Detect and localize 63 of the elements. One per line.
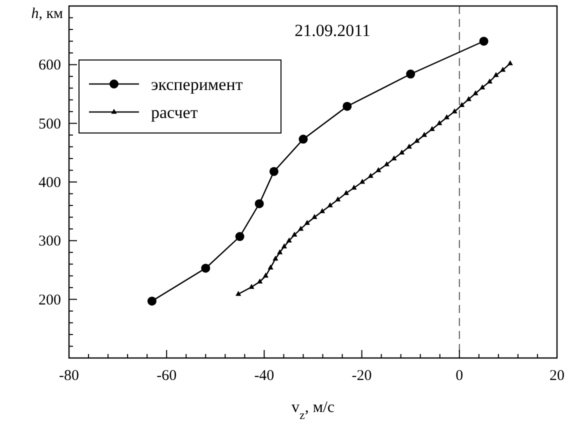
- point: [421, 132, 428, 137]
- y-tick-label: 200: [38, 292, 61, 308]
- point: [343, 190, 349, 195]
- y-tick-label: 300: [38, 234, 61, 250]
- point: [479, 36, 488, 46]
- point: [414, 138, 420, 143]
- point: [312, 214, 318, 219]
- point: [391, 155, 397, 160]
- point: [359, 178, 366, 184]
- point: [399, 149, 405, 154]
- point: [493, 72, 499, 78]
- text: 21.09.2011: [294, 21, 370, 40]
- point: [376, 167, 382, 172]
- point: [248, 284, 254, 289]
- x-tick-label: -60: [156, 368, 177, 384]
- point: [201, 264, 210, 273]
- point: [269, 166, 278, 176]
- point: [335, 196, 341, 202]
- y-tick-label: 500: [38, 116, 61, 132]
- point: [351, 184, 357, 190]
- point: [480, 84, 486, 90]
- point: [277, 249, 283, 254]
- y-axis-title: h, км: [31, 6, 64, 22]
- point: [406, 144, 412, 149]
- x-axis-title: v$_{z}$, м/с: [292, 399, 334, 422]
- point: [466, 96, 472, 102]
- point: [304, 220, 310, 225]
- point: [298, 226, 304, 231]
- point: [406, 70, 416, 79]
- point: [268, 264, 274, 270]
- point: [486, 78, 492, 84]
- x-tick-label: -40: [254, 368, 274, 384]
- x-tick-label: -20: [352, 368, 372, 384]
- point: [327, 202, 333, 208]
- point: [236, 290, 242, 296]
- point: [368, 172, 374, 178]
- point: [429, 126, 435, 131]
- x-tick-label: 0: [456, 368, 464, 384]
- point: [286, 237, 292, 242]
- point: [281, 243, 288, 248]
- legend-label: эксперимент: [151, 75, 244, 94]
- y-tick-label: 600: [38, 58, 61, 74]
- point: [384, 161, 390, 166]
- y-tick-label: 400: [38, 175, 61, 191]
- point: [272, 256, 278, 261]
- point: [319, 208, 326, 214]
- point: [507, 60, 513, 66]
- point: [147, 296, 156, 306]
- point: [235, 232, 244, 242]
- point: [257, 278, 263, 284]
- point: [298, 134, 308, 144]
- point: [459, 102, 465, 107]
- point: [292, 232, 298, 237]
- point: [254, 199, 264, 208]
- point: [452, 108, 458, 114]
- x-tick-label: -80: [59, 368, 79, 384]
- point: [342, 102, 352, 111]
- point: [436, 120, 442, 126]
- point: [472, 90, 478, 96]
- point: [444, 114, 450, 120]
- point: [262, 272, 268, 278]
- legend-label: расчет: [151, 103, 198, 122]
- x-tick-label: 20: [550, 368, 564, 384]
